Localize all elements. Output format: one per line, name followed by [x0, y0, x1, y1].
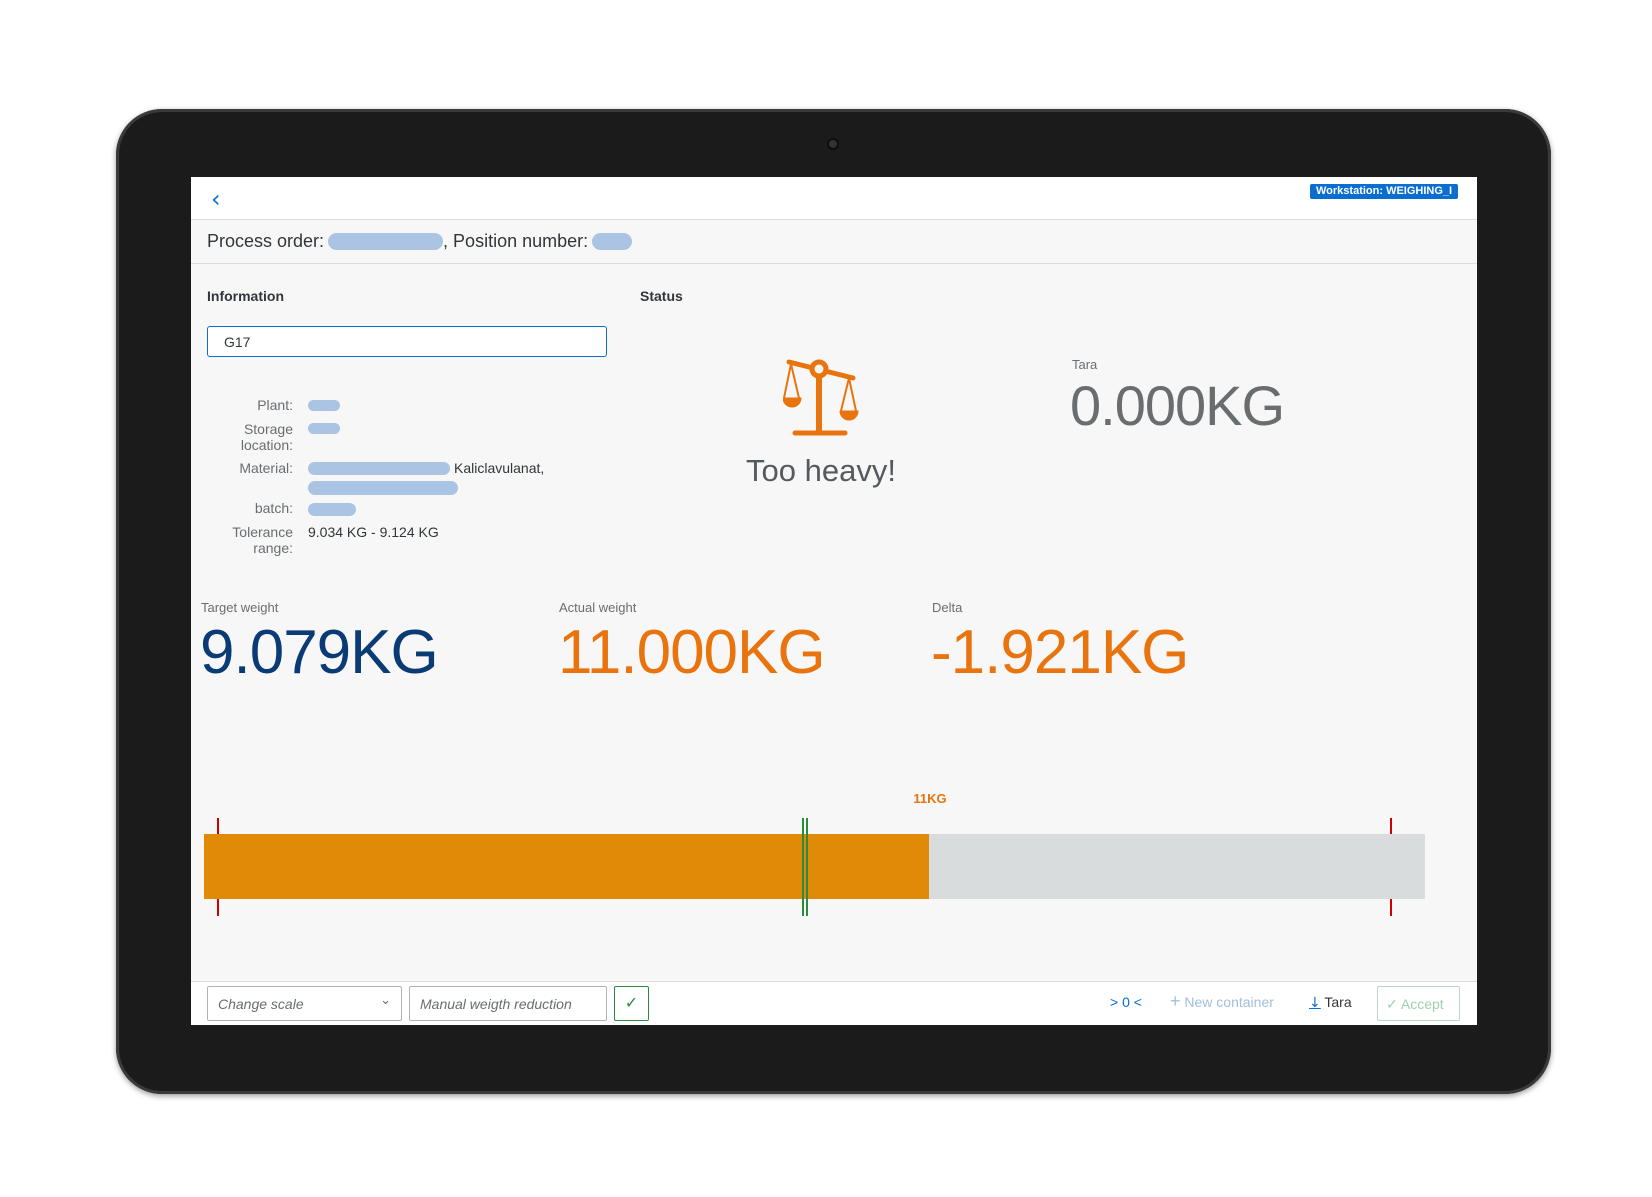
new-container-button[interactable]: + New container: [1170, 991, 1274, 1011]
tara-value: 0.000KG: [1070, 374, 1285, 437]
batch-label: batch:: [254, 500, 293, 516]
material-value: Kaliclavulanat,: [454, 460, 545, 476]
camera-icon: [827, 138, 839, 150]
batch-redacted: [308, 503, 356, 516]
tolerance-value: 9.034 KG - 9.124 KG: [308, 524, 439, 540]
position-label: , Position number:: [443, 231, 589, 251]
information-input[interactable]: G17: [207, 326, 607, 357]
upper-limit-marker: [1390, 818, 1392, 916]
tara-button[interactable]: ↓ Tara: [1309, 994, 1352, 1011]
weight-gauge-track: [204, 834, 1425, 899]
material-redacted: [308, 461, 450, 475]
manual-reduction-input[interactable]: Manual weigth reduction: [409, 986, 607, 1021]
delta-label: Delta: [932, 600, 963, 615]
storage-redacted: [308, 423, 340, 434]
target-marker-right: [806, 818, 808, 916]
information-title: Information: [207, 288, 284, 304]
download-icon: ↓: [1309, 995, 1321, 1011]
app-screen: ‹ Workstation: WEIGHING_I Process order:…: [191, 177, 1477, 1025]
tara-label: Tara: [1072, 357, 1098, 372]
accept-button[interactable]: ✓ Accept: [1377, 986, 1460, 1021]
status-text: Too heavy!: [746, 453, 896, 488]
footer-toolbar: Change scale ⌄ Manual weigth reduction ✓…: [191, 981, 1477, 1025]
tolerance-label: Tolerance range:: [232, 524, 293, 556]
order-bar: Process order: , Position number:: [191, 220, 1477, 264]
position-redacted: [592, 233, 633, 250]
target-weight-label: Target weight: [201, 600, 279, 615]
chevron-down-icon: ⌄: [380, 993, 391, 1008]
current-weight-label: 11KG: [913, 791, 947, 806]
target-weight-value: 9.079KG: [200, 618, 439, 687]
plant-label: Plant:: [257, 397, 293, 413]
confirm-check-button[interactable]: ✓: [614, 986, 649, 1021]
material-label: Material:: [239, 460, 293, 476]
workstation-badge: Workstation: WEIGHING_I: [1310, 184, 1459, 199]
material-redacted-2: [308, 481, 458, 495]
status-title: Status: [640, 288, 683, 304]
storage-label: Storage location:: [240, 421, 293, 453]
delta-value: -1.921KG: [931, 618, 1189, 687]
check-icon: ✓: [1386, 996, 1398, 1012]
lower-limit-marker: [217, 818, 219, 916]
zero-button[interactable]: > 0 <: [1110, 994, 1142, 1010]
actual-weight-label: Actual weight: [559, 600, 637, 615]
process-order-redacted: [328, 233, 444, 250]
chevron-left-icon[interactable]: ‹: [211, 185, 221, 213]
target-marker-left: [802, 818, 804, 916]
process-order-label: Process order:: [207, 231, 325, 251]
actual-weight-value: 11.000KG: [558, 618, 826, 687]
change-scale-select[interactable]: Change scale ⌄: [207, 986, 402, 1021]
plus-icon: +: [1170, 991, 1181, 1011]
plant-redacted: [308, 400, 340, 411]
weight-gauge-fill: [204, 834, 930, 899]
header-bar: ‹ Workstation: WEIGHING_I: [191, 177, 1477, 220]
scale-balance-icon: [783, 359, 859, 436]
